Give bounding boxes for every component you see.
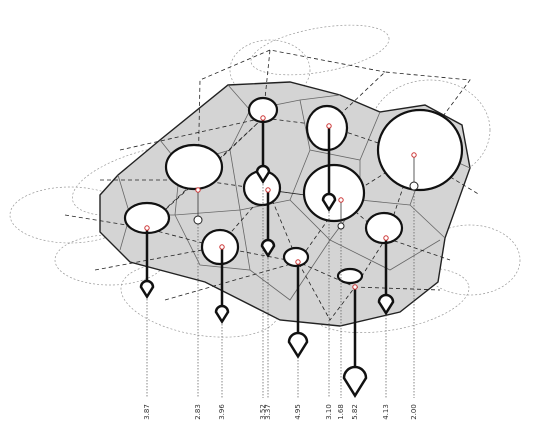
node (411, 152, 417, 158)
pin-head (139, 279, 155, 299)
pin-dot (409, 181, 419, 191)
pin-head (377, 293, 395, 316)
node (383, 235, 389, 241)
node (195, 187, 201, 193)
value-label: 3.52 (259, 404, 267, 420)
node (144, 225, 150, 231)
value-label: 4.95 (294, 404, 302, 420)
value-label: 3.10 (325, 404, 333, 420)
pin-head (321, 192, 337, 212)
value-label: 4.13 (382, 404, 390, 420)
node (338, 197, 344, 203)
value-label: 2.83 (194, 404, 202, 420)
pin-dot (337, 222, 345, 230)
pin-head (342, 365, 368, 398)
pin-head (260, 238, 276, 258)
pin-head (214, 304, 230, 324)
labels: 3.87 2.83 3.96 3.523.37 4.95 3.10 1.68 5.82 4.13… (143, 404, 418, 420)
value-label: 3.96 (218, 404, 226, 420)
value-label: 1.68 (337, 404, 345, 420)
node (265, 187, 271, 193)
openings (123, 96, 464, 285)
value-label: 3.87 (143, 404, 151, 420)
node (295, 259, 301, 265)
node (219, 244, 225, 250)
value-label: 5.82 (351, 404, 359, 420)
pins (139, 115, 419, 398)
pin-dot (193, 215, 203, 225)
node (326, 123, 332, 129)
node (352, 284, 358, 290)
value-label: 3.37 (264, 404, 272, 420)
node (260, 115, 266, 121)
pin-head (255, 164, 271, 184)
value-label: 2.00 (410, 404, 418, 420)
pin-head (287, 331, 309, 359)
